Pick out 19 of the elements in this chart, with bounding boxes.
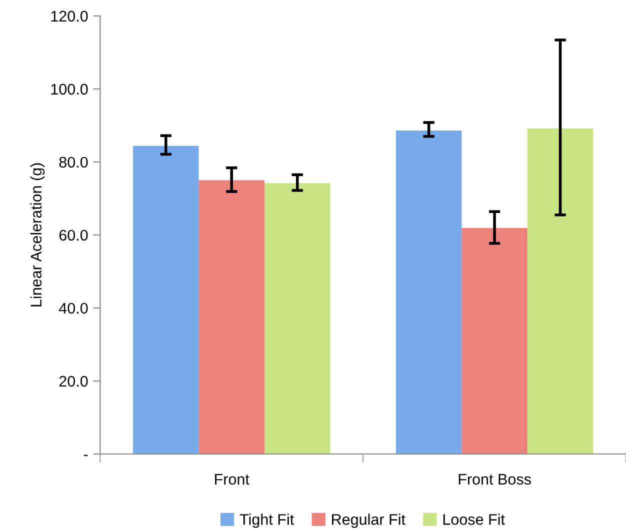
- y-tick-label: 80.0: [59, 156, 88, 168]
- bar: [198, 180, 264, 454]
- legend-label: Tight Fit: [240, 514, 294, 528]
- y-tick-label: -: [84, 454, 88, 456]
- legend-label: Regular Fit: [332, 514, 406, 528]
- bar: [264, 183, 330, 454]
- y-tick-label: 40.0: [58, 302, 88, 314]
- bar: [133, 146, 199, 454]
- y-tick-label: 20.0: [59, 376, 88, 387]
- y-tick-label: 60.0: [59, 230, 88, 241]
- x-tick-label: Front Boss: [458, 474, 531, 485]
- legend-label: Loose Fit: [443, 514, 505, 525]
- bar: [527, 128, 594, 454]
- bar: [462, 228, 528, 454]
- y-axis-title: Linear Aceleration (g): [30, 163, 45, 306]
- x-tick-label: Front: [215, 474, 250, 485]
- y-tick-label: 120.0: [51, 10, 88, 22]
- bar: [396, 130, 462, 454]
- y-tick-label: 100.0: [51, 84, 88, 95]
